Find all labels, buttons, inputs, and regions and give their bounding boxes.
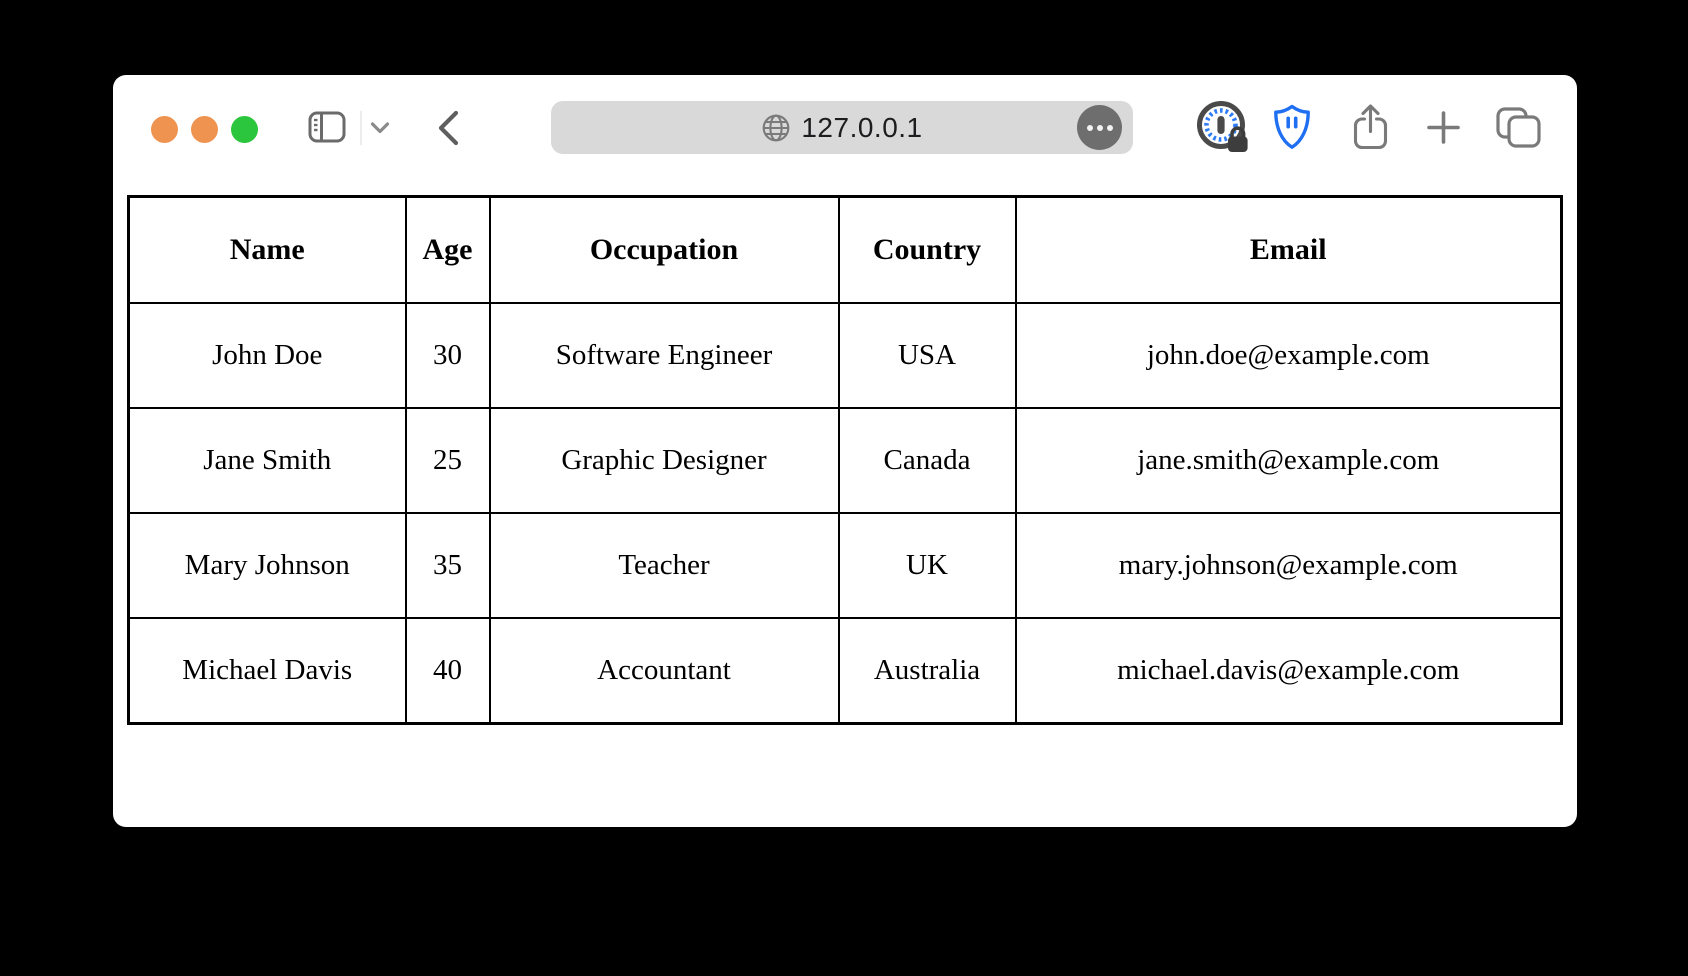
new-tab-button[interactable] bbox=[1426, 110, 1461, 148]
plus-icon bbox=[1426, 110, 1461, 148]
cell-country: Australia bbox=[837, 617, 1017, 725]
back-button[interactable] bbox=[435, 109, 461, 150]
cell-occupation: Software Engineer bbox=[488, 302, 840, 409]
cell-age: 40 bbox=[404, 617, 491, 725]
cell-name: John Doe bbox=[127, 302, 407, 409]
share-button[interactable] bbox=[1352, 103, 1389, 154]
cell-name: Mary Johnson bbox=[127, 512, 407, 619]
cell-email: michael.davis@example.com bbox=[1014, 617, 1563, 725]
address-bar[interactable]: 127.0.0.1 bbox=[551, 101, 1133, 154]
table-row: Michael Davis 40 Accountant Australia mi… bbox=[127, 617, 1563, 725]
zoom-window-button[interactable] bbox=[231, 116, 258, 143]
cell-country: USA bbox=[837, 302, 1017, 409]
sidebar-icon bbox=[308, 111, 346, 146]
tabs-icon bbox=[1495, 106, 1542, 152]
cell-email: jane.smith@example.com bbox=[1014, 407, 1563, 514]
page-settings-button[interactable] bbox=[1077, 105, 1122, 150]
content-blocker-extension-button[interactable] bbox=[1273, 104, 1311, 153]
traffic-lights bbox=[151, 116, 258, 143]
table-header-row: Name Age Occupation Country Email bbox=[127, 195, 1563, 304]
cell-name: Jane Smith bbox=[127, 407, 407, 514]
onepassword-extension-button[interactable] bbox=[1195, 98, 1251, 157]
toolbar-separator bbox=[360, 111, 362, 145]
table-row: Mary Johnson 35 Teacher UK mary.johnson@… bbox=[127, 512, 1563, 619]
cell-occupation: Graphic Designer bbox=[488, 407, 840, 514]
cell-country: UK bbox=[837, 512, 1017, 619]
more-icon bbox=[1086, 124, 1093, 131]
share-icon bbox=[1352, 103, 1389, 154]
header-email: Email bbox=[1014, 195, 1563, 304]
header-age: Age bbox=[404, 195, 491, 304]
header-country: Country bbox=[837, 195, 1017, 304]
table-row: Jane Smith 25 Graphic Designer Canada ja… bbox=[127, 407, 1563, 514]
sidebar-toggle-button[interactable] bbox=[308, 111, 346, 146]
header-name: Name bbox=[127, 195, 407, 304]
cell-email: mary.johnson@example.com bbox=[1014, 512, 1563, 619]
page-content: Name Age Occupation Country Email John D… bbox=[113, 179, 1577, 741]
browser-toolbar: 127.0.0.1 bbox=[113, 75, 1577, 179]
data-table: Name Age Occupation Country Email John D… bbox=[127, 195, 1563, 725]
sidebar-menu-button[interactable] bbox=[369, 121, 391, 138]
table-row: John Doe 30 Software Engineer USA john.d… bbox=[127, 302, 1563, 409]
cell-country: Canada bbox=[837, 407, 1017, 514]
onepassword-icon bbox=[1195, 98, 1251, 157]
shield-pause-icon bbox=[1273, 104, 1311, 153]
minimize-window-button[interactable] bbox=[191, 116, 218, 143]
cell-email: john.doe@example.com bbox=[1014, 302, 1563, 409]
chevron-down-icon bbox=[369, 121, 391, 138]
back-chevron-icon bbox=[435, 109, 461, 150]
cell-name: Michael Davis bbox=[127, 617, 407, 725]
tab-overview-button[interactable] bbox=[1495, 106, 1542, 152]
cell-age: 25 bbox=[404, 407, 491, 514]
header-occupation: Occupation bbox=[488, 195, 840, 304]
cell-occupation: Teacher bbox=[488, 512, 840, 619]
cell-occupation: Accountant bbox=[488, 617, 840, 725]
url-text: 127.0.0.1 bbox=[801, 111, 923, 143]
close-window-button[interactable] bbox=[151, 116, 178, 143]
cell-age: 35 bbox=[404, 512, 491, 619]
browser-window: 127.0.0.1 bbox=[113, 75, 1577, 827]
cell-age: 30 bbox=[404, 302, 491, 409]
globe-icon bbox=[761, 113, 791, 143]
